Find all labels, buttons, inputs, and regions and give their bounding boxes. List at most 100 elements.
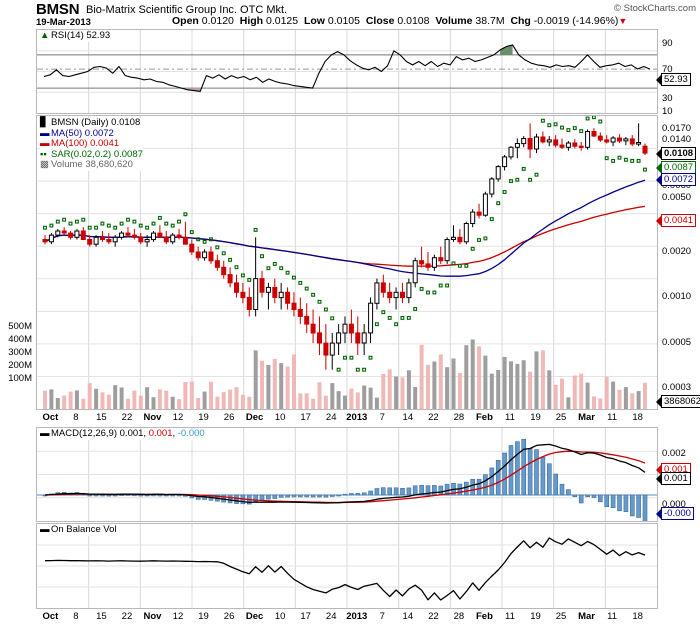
volume-axis-100m: 100M [8,373,32,384]
ma100-value-flag-text: 0.0041 [661,214,697,227]
volume-axis-400m: 400M [8,334,32,345]
stockcharts-watermark: © StockCharts.com [614,3,696,14]
x-axis-tick: 28 [453,412,465,423]
x-axis-tick: 26 [223,412,235,423]
x-axis-tick: 15 [96,611,107,622]
ticker-symbol: BMSN [36,1,80,18]
price-legend: ▊ BMSN (Daily) 0.0108 ▬ MA(50) 0.0072 ▬ MA(… [40,117,143,171]
x-axis-tick: 11 [607,611,618,622]
x-axis-tick: 24 [325,412,337,423]
x-axis-tick: 22 [428,611,439,622]
candlestick-icon: ▊ [40,117,48,128]
low-label: Low [303,15,325,27]
volume-axis-500m: 500M [8,321,32,332]
macd-swatch-icon: ▬ [40,428,50,439]
obv-x-axis-dates: Oct 8 15 22 Nov 12 19 26 Dec 10 17 24 2013 7 14 22 28 Feb… [36,611,658,624]
price-axis-0010: 0.0010 [662,291,692,302]
high-label: High [239,15,264,27]
price-axis-0050: 0.0050 [662,192,692,203]
price-axis-0170: 0.0170 [662,123,692,134]
x-axis-tick: Feb [475,611,493,622]
volume-axis-300m: 300M [8,347,32,358]
x-axis-tick: 19 [530,611,541,622]
down-triangle-icon: ▼ [618,16,628,26]
x-axis-tick: 28 [453,611,465,622]
x-axis-tick: 11 [505,611,515,622]
x-axis-tick: 14 [402,412,414,423]
x-axis-tick: 2013 [346,412,368,423]
rsi-panel: ▲ RSI(14) 52.93 [36,29,658,114]
x-axis-tick: 26 [223,611,235,622]
x-axis-tick: 19 [198,611,209,622]
volume-legend: Volume 38,680,620 [51,159,133,170]
price-axis-0005: 0.0005 [662,337,692,348]
x-axis-tick: 14 [402,611,414,622]
price-axis-0020: 0.0020 [662,246,692,257]
macd-legend-v3: -0.000 [177,428,205,439]
macd-axis-0002: 0.002 [662,448,686,459]
ma100-swatch-icon: ▬ [40,138,50,149]
x-axis-tick: 11 [505,412,515,423]
volume-axis-200m: 200M [8,360,32,371]
price-axis-0003: 0.0003 [662,382,692,393]
x-axis-tick: Dec [245,611,264,622]
x-axis-tick: 7 [379,412,385,423]
x-axis-tick: 19 [198,412,209,423]
obv-legend-text: On Balance Vol [51,524,117,535]
obv-panel: ▬ On Balance Vol [36,523,658,609]
x-axis-tick: 22 [121,412,133,423]
x-axis-tick: 25 [555,611,567,622]
x-axis-tick: Nov [143,412,162,423]
x-axis-tick: 15 [96,412,107,423]
x-axis-tick: Mar [578,611,595,622]
rsi-indicator-icon: ▲ [40,30,50,41]
macd-legend-name: MACD(12,26,9) [51,428,117,439]
rsi-legend-text: RSI(14) 52.93 [51,30,111,41]
chart-header: BMSN Bio-Matrix Scientific Group Inc. OT… [0,0,700,28]
high-value: 0.0125 [265,15,299,27]
open-label: Open [172,15,199,27]
price-x-axis-dates: Oct 8 15 22 Nov 12 19 26 Dec 10 17 24 2013 7 14 22 28 Feb… [36,412,658,425]
rsi-value-flag-text: 52.93 [661,73,691,86]
x-axis-tick: Mar [578,412,595,423]
x-axis-tick: Dec [245,412,264,423]
macd-line-flag-text: 0.001 [661,472,691,485]
x-axis-tick: 8 [73,611,79,622]
open-value: 0.0120 [201,15,234,27]
macd-hist-flag-text: -0.000 [661,507,694,520]
x-axis-tick: 12 [172,412,184,423]
x-axis-tick: 12 [172,611,184,622]
volume-value: 38.7M [475,15,505,27]
close-value: 0.0108 [397,15,430,27]
volume-bars-icon: ▩ [40,159,49,170]
x-axis-tick: 17 [300,412,311,423]
close-price-flag-text: 0.0108 [661,147,697,160]
price-axis-0140: 0.0140 [662,134,692,145]
macd-legend-v2: 0.001 [148,428,173,439]
sar-legend: SAR(0.02,0.2) 0.0087 [51,148,143,160]
x-axis-tick: 19 [530,412,541,423]
x-axis-tick: 24 [325,611,337,622]
rsi-axis-10: 10 [662,106,673,117]
x-axis-tick: Oct [42,611,59,622]
ma50-legend: MA(50) 0.0072 [51,127,114,139]
x-axis-tick: Feb [475,412,493,423]
company-name: Bio-Matrix Scientific Group Inc. OTC Mkt… [86,4,288,16]
x-axis-tick: Nov [143,611,162,622]
x-axis-tick: Oct [42,412,59,423]
rsi-axis-90: 90 [662,38,673,49]
ohlc-summary: Open 0.0120 High 0.0125 Low 0.0105 Close… [172,15,627,27]
close-label: Close [365,15,395,27]
rsi-axis-30: 30 [662,93,673,104]
x-axis-tick: 8 [73,412,79,423]
quote-date: 19-Mar-2013 [36,17,91,28]
obv-swatch-icon: ▬ [40,524,50,535]
x-axis-tick: 10 [274,611,286,622]
macd-legend: ▬ MACD(12,26,9) 0.001, 0.001, -0.000 [40,428,205,440]
x-axis-tick: 18 [632,611,643,622]
chg-value: -0.0019 (-14.96%) [533,15,619,27]
sar-swatch-icon: ▪▪ [40,148,47,160]
chg-label: Chg [510,15,531,27]
x-axis-tick: 22 [428,412,439,423]
rsi-axis-70: 70 [662,64,673,75]
